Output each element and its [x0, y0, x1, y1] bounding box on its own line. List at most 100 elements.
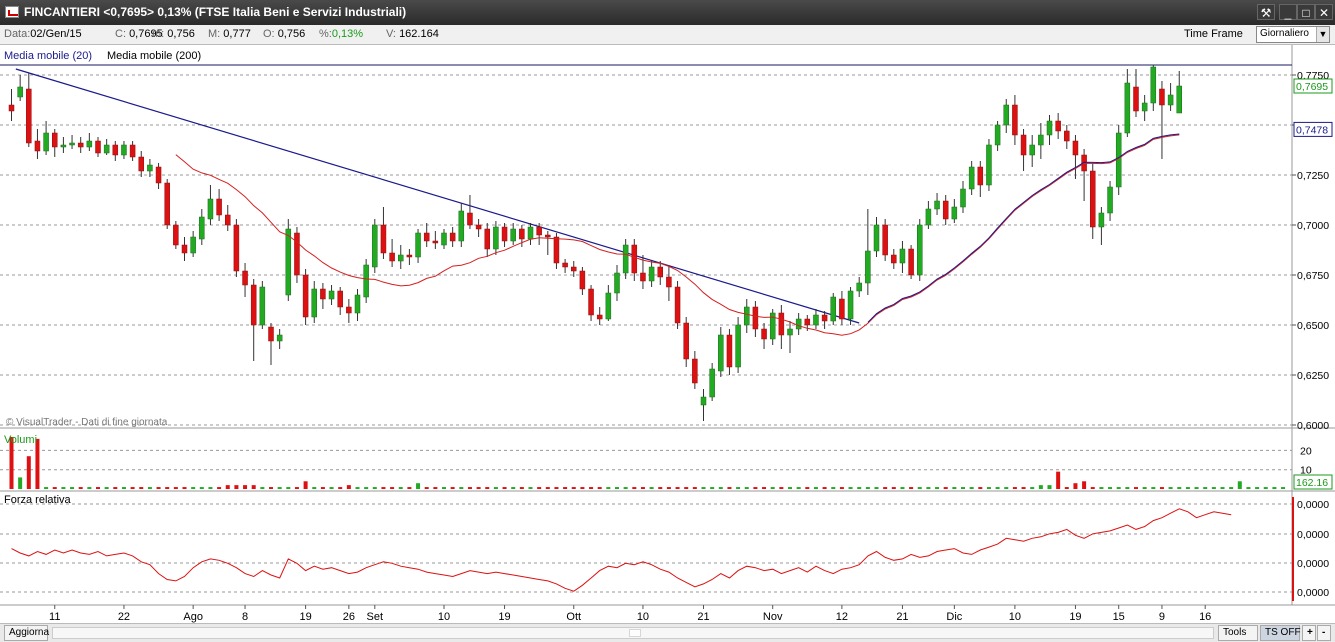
candle [640, 255, 646, 289]
candle-body [1046, 120, 1053, 136]
candle [276, 329, 283, 349]
candle [545, 231, 551, 255]
candle [1107, 181, 1113, 221]
volume-bar [121, 487, 126, 489]
candle-body [43, 132, 49, 152]
app-icon [5, 6, 19, 18]
chevron-down-icon: ▼ [1316, 27, 1329, 42]
volume-last-label: 162.16 [1296, 477, 1328, 489]
candle-body [873, 224, 880, 252]
candle-body [562, 262, 568, 268]
candle-body [960, 188, 966, 208]
candle-body [475, 224, 482, 230]
horizontal-scrollbar[interactable] [52, 627, 1214, 639]
candle [294, 227, 300, 283]
candle-body [8, 104, 15, 112]
candle [942, 195, 949, 225]
volume-bar [1090, 487, 1095, 489]
minimize-icon[interactable]: _ [1279, 4, 1297, 20]
tools-button[interactable]: Tools [1218, 625, 1258, 641]
candle [155, 163, 162, 189]
volume-bar [208, 487, 213, 489]
tools-wrench-icon[interactable]: ⚒ [1257, 4, 1275, 20]
candle-body [311, 288, 317, 318]
candle [415, 229, 421, 263]
status-bar: Aggiorna Tools TS OFF + - [0, 623, 1335, 642]
candle [449, 227, 456, 247]
candle-body [700, 396, 707, 406]
timeframe-select[interactable]: Giornaliero ▼ [1256, 26, 1330, 43]
candle [354, 289, 361, 321]
volume-bar [666, 487, 671, 489]
candle [190, 231, 196, 257]
volume-bar [909, 487, 914, 489]
candle [709, 363, 715, 401]
candle-body [891, 254, 897, 264]
volume-bar [900, 487, 905, 489]
volume-bar [277, 487, 282, 489]
volume-bar [450, 487, 455, 489]
candle-body [795, 318, 802, 330]
candle [112, 141, 119, 161]
candle [795, 313, 802, 335]
candle-body [1150, 66, 1157, 104]
close-icon[interactable]: ✕ [1315, 4, 1333, 20]
candle-body [1055, 120, 1061, 132]
volume-bar [917, 487, 922, 489]
time-tick-label: 10 [637, 611, 649, 623]
volume-bar [104, 487, 109, 489]
time-tick-label: 21 [896, 611, 908, 623]
volume-bar [372, 487, 377, 489]
candle [328, 285, 335, 305]
candle-body [216, 198, 222, 216]
volume-panel-title: Volumi [4, 434, 38, 446]
volume-bar [519, 487, 524, 489]
volume-bar [926, 487, 931, 489]
zoom-out-button[interactable]: - [1317, 625, 1331, 641]
volume-bar [234, 485, 239, 489]
candle-body [657, 266, 663, 278]
candle [467, 195, 473, 229]
volume-bar [312, 487, 317, 489]
scrollbar-thumb[interactable] [629, 629, 641, 637]
candle [458, 203, 465, 247]
candle-body [752, 306, 759, 330]
volume-bar [658, 487, 663, 489]
candle [830, 293, 836, 325]
legend-ma200[interactable]: Media mobile (200) [107, 50, 202, 62]
volume-bar [338, 487, 343, 489]
candle [320, 283, 326, 309]
candle [129, 141, 136, 161]
candle-body [467, 212, 473, 226]
candle [1029, 135, 1035, 167]
candle [614, 265, 620, 301]
ma-value-label: 0,7478 [1296, 124, 1328, 136]
volume-bar [18, 477, 23, 489]
candle [960, 181, 966, 213]
ts-toggle-button[interactable]: TS OFF [1260, 625, 1301, 641]
volume-bar [52, 487, 57, 489]
candle [813, 309, 819, 329]
candle [787, 321, 793, 353]
legend-ma20[interactable]: Media mobile (20) [4, 50, 93, 62]
candle [761, 323, 767, 349]
volume-bar [528, 487, 533, 489]
zoom-in-button[interactable]: + [1302, 625, 1316, 641]
volume-bar [191, 487, 196, 489]
candle-body [769, 312, 776, 340]
volume-bar [493, 487, 498, 489]
candle-body [190, 236, 196, 254]
chart-area[interactable]: Media mobile (20) Media mobile (200) 0,7… [0, 45, 1335, 623]
time-tick-label: 9 [1159, 611, 1165, 623]
candle-body [856, 282, 862, 292]
refresh-button[interactable]: Aggiorna [4, 625, 49, 641]
candle [1159, 81, 1165, 159]
volume-bar [640, 487, 645, 489]
maximize-icon[interactable]: □ [1297, 4, 1315, 20]
last-price-marker: 0,7695 [1293, 78, 1333, 94]
candle-body [648, 266, 655, 282]
candle [588, 285, 594, 321]
candle [1098, 207, 1105, 245]
volume-bar [364, 487, 369, 489]
volume-bar [217, 487, 222, 489]
